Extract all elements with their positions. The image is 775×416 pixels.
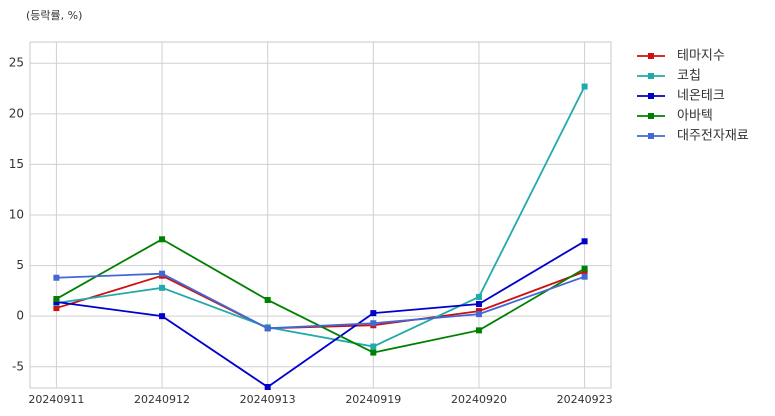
legend-label: 테마지수	[677, 49, 725, 64]
point	[159, 284, 166, 291]
x-tick-label: 20240912	[134, 393, 190, 406]
legend-marker	[648, 133, 654, 139]
y-tick-label: 20	[9, 106, 24, 120]
point	[53, 274, 60, 281]
point	[264, 383, 271, 390]
point	[264, 296, 271, 303]
point	[475, 308, 482, 315]
point	[475, 301, 482, 308]
legend-marker	[648, 113, 654, 119]
y-tick-label: 15	[9, 157, 24, 171]
point	[53, 299, 60, 306]
series-line	[55, 238, 586, 354]
y-tick-label: 10	[9, 208, 24, 222]
legend-label: 아바텍	[677, 109, 713, 124]
x-tick-label: 20240920	[451, 393, 507, 406]
point	[581, 273, 588, 280]
legend-label: 코칩	[677, 69, 701, 84]
point	[581, 265, 588, 272]
legend-marker	[648, 73, 654, 79]
point	[53, 305, 60, 312]
series-line	[56, 272, 585, 330]
point	[581, 83, 588, 90]
point	[53, 295, 60, 302]
point	[475, 311, 482, 318]
y-tick-label: 5	[16, 258, 24, 272]
point	[475, 327, 482, 334]
point	[581, 238, 588, 245]
series-line	[56, 86, 586, 348]
point	[370, 343, 377, 350]
y-axis-label: (등락률, %)	[26, 9, 82, 22]
y-tick-label: -5	[12, 359, 24, 373]
point	[475, 293, 482, 300]
legend-marker	[648, 93, 654, 99]
y-tick-label: 25	[9, 56, 24, 70]
y-tick-label: 0	[16, 309, 24, 323]
point	[159, 236, 166, 243]
legend-label: 대주전자재료	[677, 129, 749, 144]
point	[159, 313, 166, 320]
point	[264, 325, 271, 332]
x-tick-label: 20240911	[28, 393, 84, 406]
series-line	[56, 270, 585, 330]
x-tick-label: 20240913	[240, 393, 296, 406]
legend-label: 네온테크	[677, 89, 725, 104]
x-tick-label: 20240923	[557, 393, 613, 406]
point	[370, 310, 377, 317]
point	[581, 268, 588, 275]
point	[159, 270, 166, 277]
x-tick-label: 20240919	[345, 393, 401, 406]
series-line	[56, 240, 586, 389]
legend-marker	[648, 53, 654, 59]
point	[370, 349, 377, 356]
point	[370, 320, 377, 327]
